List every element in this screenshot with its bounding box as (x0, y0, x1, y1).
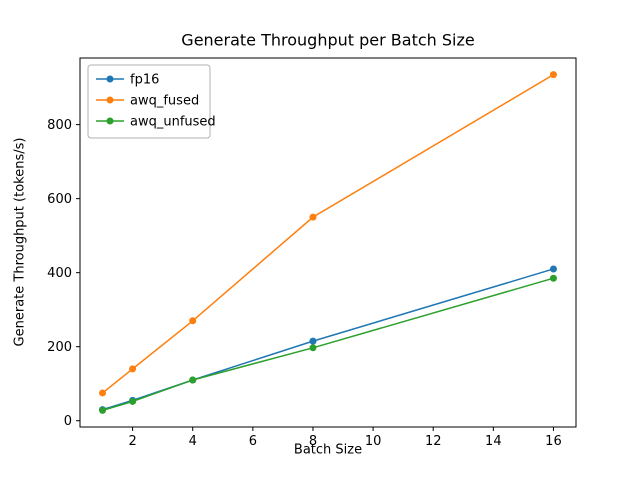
series-marker-awq_unfused (309, 344, 317, 352)
series-marker-fp16 (309, 337, 317, 345)
x-axis-label: Batch Size (293, 442, 363, 458)
y-tick-label: 400 (47, 266, 72, 281)
x-tick-label: 10 (365, 434, 382, 449)
series-marker-awq_unfused (129, 397, 137, 405)
x-tick-label: 14 (485, 434, 502, 449)
series-marker-awq_fused (189, 317, 197, 325)
x-tick-label: 6 (249, 434, 257, 449)
series-marker-awq_fused (549, 71, 557, 79)
x-tick-label: 16 (545, 434, 562, 449)
y-tick-label: 800 (47, 118, 72, 133)
series-marker-awq_unfused (189, 376, 197, 384)
chart-title: Generate Throughput per Batch Size (181, 30, 475, 50)
x-tick-label: 2 (128, 434, 136, 449)
legend-marker-awq_fused (106, 96, 114, 104)
y-tick-label: 600 (47, 192, 72, 207)
x-tick-label: 4 (189, 434, 197, 449)
x-tick-label: 8 (309, 434, 317, 449)
series-marker-awq_unfused (99, 406, 107, 414)
legend-marker-fp16 (106, 75, 114, 83)
series-marker-awq_unfused (549, 274, 557, 282)
legend-label-fp16: fp16 (130, 73, 159, 88)
series-marker-awq_fused (129, 365, 137, 373)
legend-label-awq_fused: awq_fused (130, 94, 199, 109)
series-marker-awq_fused (309, 213, 317, 221)
legend-label-awq_unfused: awq_unfused (130, 115, 216, 130)
y-tick-label: 0 (64, 414, 72, 429)
y-tick-label: 200 (47, 340, 72, 355)
series-marker-awq_fused (99, 389, 107, 397)
y-axis-label: Generate Throughput (tokens/s) (12, 137, 28, 347)
x-tick-label: 12 (425, 434, 442, 449)
legend-marker-awq_unfused (106, 117, 114, 125)
legend-box (87, 64, 211, 139)
series-marker-fp16 (549, 265, 557, 273)
